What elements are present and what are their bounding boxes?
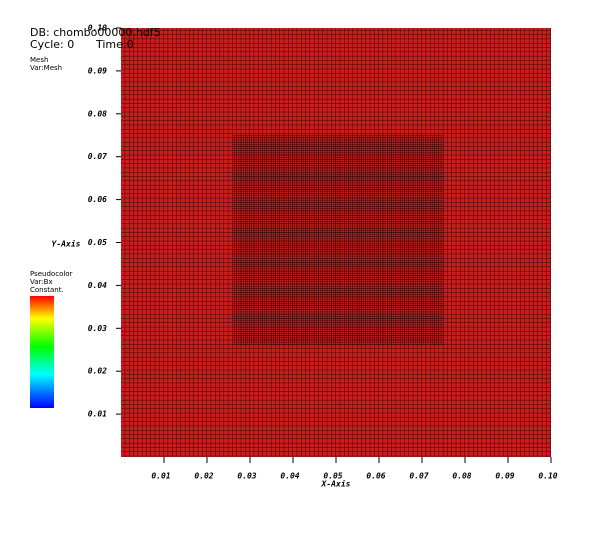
y-tick-label: 0.02	[88, 367, 107, 376]
y-tick-label: 0.08	[88, 109, 107, 118]
x-tick-label: 0.01	[151, 472, 170, 481]
time-label: Time:0	[95, 38, 134, 51]
x-tick-label: 0.03	[237, 472, 256, 481]
y-tick-label: 0.03	[88, 324, 107, 333]
y-tick-label: 0.06	[88, 195, 107, 204]
x-tick-label: 0.08	[452, 472, 471, 481]
x-tick-label: 0.09	[495, 472, 514, 481]
x-tick-label: 0.10	[538, 472, 557, 481]
x-tick-label: 0.05	[323, 472, 342, 481]
x-tick-label: 0.02	[194, 472, 213, 481]
refined-region	[232, 135, 444, 346]
cycle-label: Cycle: 0	[30, 38, 74, 51]
color-bar	[30, 296, 54, 408]
y-tick-label: 0.05	[88, 238, 107, 247]
legend-plot-name: Mesh	[30, 56, 48, 64]
x-tick-label: 0.04	[280, 472, 299, 481]
x-tick-label: 0.06	[366, 472, 385, 481]
y-tick-label: 0.10	[88, 24, 107, 33]
legend-plot-var: Var:Mesh	[30, 64, 62, 72]
plot-area	[121, 28, 551, 457]
legend-plot-var: Var:Bx	[30, 278, 53, 286]
db-label: DB: chombo00000.hdf5	[30, 26, 161, 39]
legend-note: Constant.	[30, 286, 64, 294]
x-axis-label: X-Axis	[321, 479, 351, 489]
y-axis-label: Y-Axis	[52, 239, 81, 249]
y-tick-label: 0.09	[88, 66, 107, 75]
y-tick-label: 0.07	[88, 152, 107, 161]
x-tick-label: 0.07	[409, 472, 428, 481]
legend-plot-name: Pseudocolor	[30, 270, 73, 278]
y-tick-label: 0.04	[88, 281, 107, 290]
y-tick-label: 0.01	[88, 410, 107, 419]
